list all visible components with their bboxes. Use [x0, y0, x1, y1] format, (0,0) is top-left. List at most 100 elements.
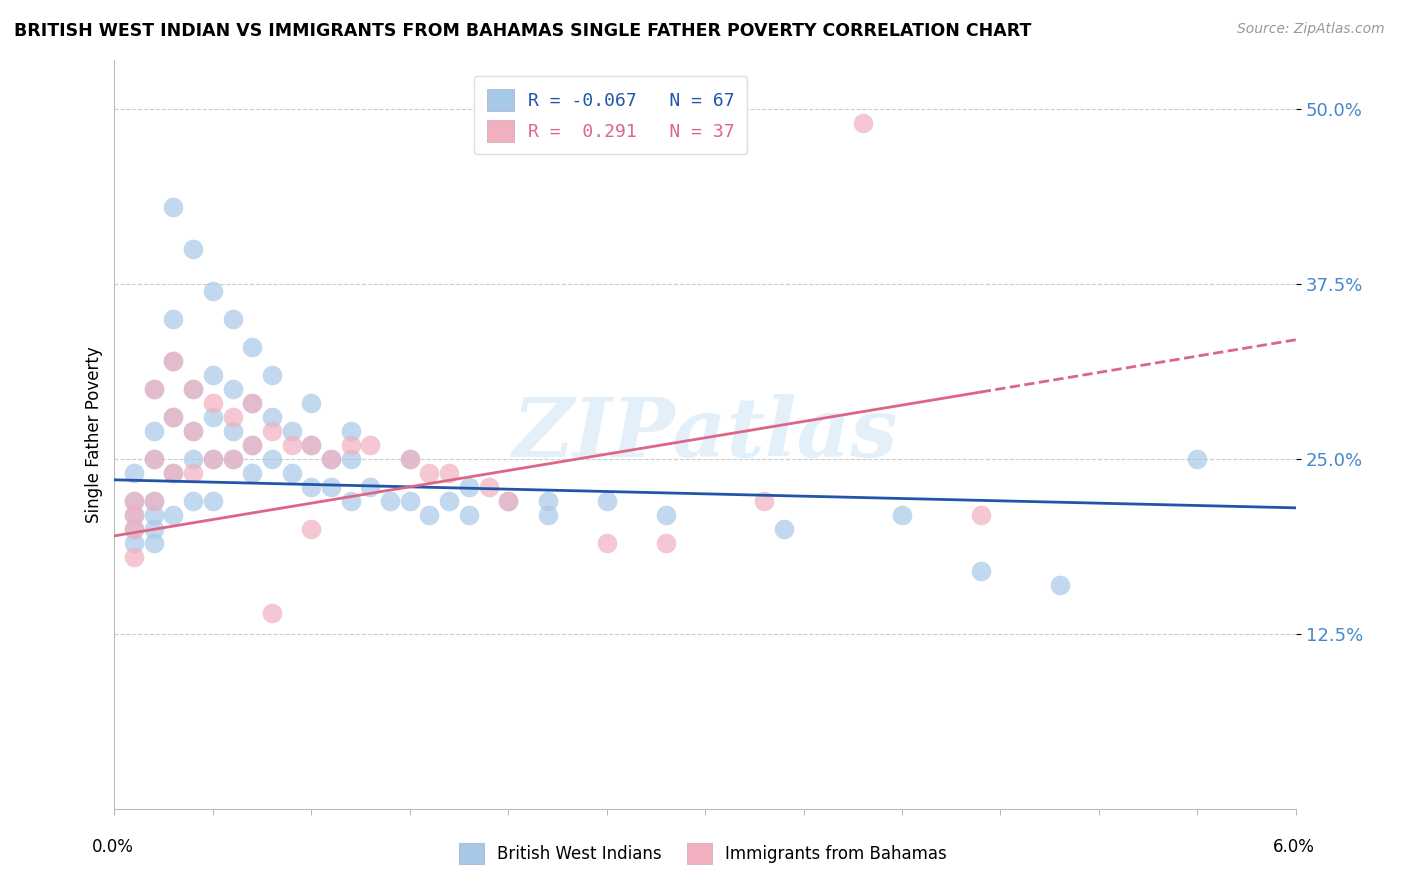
Point — [280, 424, 302, 438]
Point — [142, 451, 165, 466]
Text: 6.0%: 6.0% — [1272, 838, 1315, 855]
Point — [181, 382, 204, 396]
Point — [260, 424, 283, 438]
Point — [260, 606, 283, 620]
Text: Source: ZipAtlas.com: Source: ZipAtlas.com — [1237, 22, 1385, 37]
Point — [339, 493, 361, 508]
Point — [201, 451, 224, 466]
Point — [654, 536, 676, 550]
Text: ZIPatlas: ZIPatlas — [512, 394, 898, 475]
Point — [437, 493, 460, 508]
Point — [122, 493, 145, 508]
Legend: R = -0.067   N = 67, R =  0.291   N = 37: R = -0.067 N = 67, R = 0.291 N = 37 — [474, 76, 748, 154]
Point — [773, 522, 796, 536]
Point — [181, 382, 204, 396]
Point — [457, 508, 479, 522]
Point — [181, 424, 204, 438]
Text: 0.0%: 0.0% — [91, 838, 134, 855]
Point — [162, 409, 184, 424]
Point — [970, 508, 993, 522]
Point — [142, 493, 165, 508]
Point — [437, 466, 460, 480]
Y-axis label: Single Father Poverty: Single Father Poverty — [86, 346, 103, 523]
Point — [595, 536, 617, 550]
Point — [221, 451, 243, 466]
Point — [418, 466, 440, 480]
Point — [496, 493, 519, 508]
Point — [162, 353, 184, 368]
Point — [122, 508, 145, 522]
Point — [162, 508, 184, 522]
Point — [201, 409, 224, 424]
Point — [477, 480, 499, 494]
Point — [754, 493, 776, 508]
Point — [122, 522, 145, 536]
Point — [260, 368, 283, 382]
Point — [1187, 451, 1209, 466]
Point — [240, 340, 263, 354]
Point — [240, 396, 263, 410]
Point — [398, 493, 420, 508]
Point — [142, 508, 165, 522]
Point — [221, 409, 243, 424]
Point — [852, 115, 875, 129]
Point — [181, 493, 204, 508]
Point — [398, 451, 420, 466]
Point — [142, 382, 165, 396]
Point — [122, 466, 145, 480]
Point — [280, 466, 302, 480]
Point — [299, 396, 322, 410]
Point — [122, 508, 145, 522]
Point — [398, 451, 420, 466]
Point — [319, 451, 342, 466]
Point — [142, 493, 165, 508]
Text: BRITISH WEST INDIAN VS IMMIGRANTS FROM BAHAMAS SINGLE FATHER POVERTY CORRELATION: BRITISH WEST INDIAN VS IMMIGRANTS FROM B… — [14, 22, 1032, 40]
Point — [240, 438, 263, 452]
Point — [162, 311, 184, 326]
Point — [201, 284, 224, 298]
Point — [378, 493, 401, 508]
Point — [162, 409, 184, 424]
Point — [260, 451, 283, 466]
Point — [339, 438, 361, 452]
Point — [359, 480, 381, 494]
Point — [457, 480, 479, 494]
Legend: British West Indians, Immigrants from Bahamas: British West Indians, Immigrants from Ba… — [453, 837, 953, 871]
Point — [122, 549, 145, 564]
Point — [260, 409, 283, 424]
Point — [339, 451, 361, 466]
Point — [240, 438, 263, 452]
Point — [359, 438, 381, 452]
Point — [891, 508, 914, 522]
Point — [201, 396, 224, 410]
Point — [142, 382, 165, 396]
Point — [181, 424, 204, 438]
Point — [122, 536, 145, 550]
Point — [201, 368, 224, 382]
Point — [181, 242, 204, 256]
Point — [1049, 578, 1071, 592]
Point — [280, 438, 302, 452]
Point — [201, 493, 224, 508]
Point — [339, 424, 361, 438]
Point — [142, 424, 165, 438]
Point — [142, 536, 165, 550]
Point — [162, 200, 184, 214]
Point — [299, 522, 322, 536]
Point — [299, 480, 322, 494]
Point — [536, 508, 558, 522]
Point — [221, 311, 243, 326]
Point — [142, 522, 165, 536]
Point — [319, 480, 342, 494]
Point — [654, 508, 676, 522]
Point — [221, 382, 243, 396]
Point — [595, 493, 617, 508]
Point — [201, 451, 224, 466]
Point — [970, 564, 993, 578]
Point — [221, 424, 243, 438]
Point — [122, 493, 145, 508]
Point — [240, 396, 263, 410]
Point — [319, 451, 342, 466]
Point — [536, 493, 558, 508]
Point — [299, 438, 322, 452]
